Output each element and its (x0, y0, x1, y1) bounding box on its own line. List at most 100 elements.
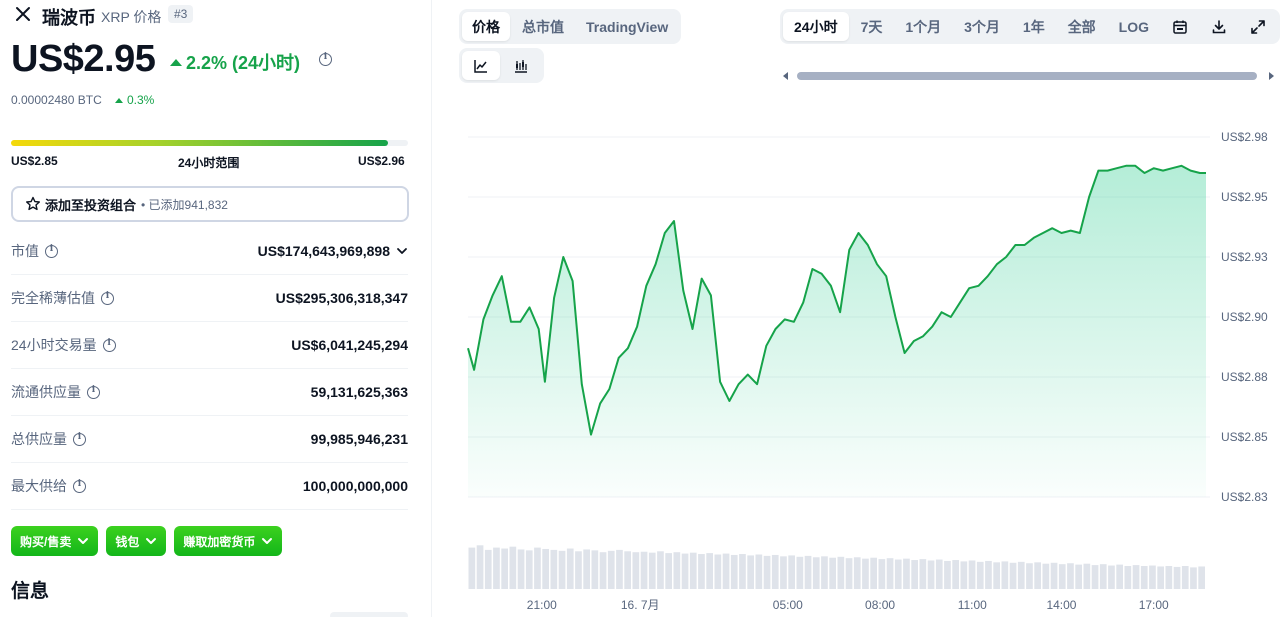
chart-type-toggle (459, 48, 544, 83)
volume-bar (985, 560, 992, 589)
close-icon[interactable] (14, 5, 32, 23)
stat-value: US$6,041,245,294 (291, 337, 408, 353)
y-axis-tick-label: US$2.98 (1221, 130, 1268, 144)
tab-market-cap[interactable]: 总市值 (522, 18, 564, 35)
range-label: 24小时范围 (178, 156, 240, 170)
x-axis-tick-label: 17:00 (1139, 598, 1169, 612)
volume-bar (1198, 566, 1205, 589)
info-icon[interactable] (102, 338, 116, 352)
wallet-label: 钱包 (115, 534, 140, 549)
chevron-down-icon (397, 248, 407, 254)
stat-row-total-supply: 总供应量 99,985,946,231 (11, 416, 408, 463)
volume-bar (771, 554, 779, 589)
volume-bar (821, 556, 828, 589)
price-change-text: 2.2% (24小时) (186, 53, 301, 73)
volume-bar (476, 545, 484, 589)
tab-tradingview[interactable]: TradingView (586, 18, 669, 35)
earn-crypto-button[interactable]: 赚取加密货币 (174, 526, 283, 556)
volume-bar (665, 553, 672, 589)
range-1m[interactable]: 1个月 (905, 18, 942, 35)
volume-bar (763, 555, 771, 589)
chart-range-scrollbar[interactable] (797, 72, 1257, 80)
volume-bar (1083, 563, 1091, 589)
price-line (467, 164, 1206, 436)
add-to-portfolio-button[interactable]: 添加至投资组合 • 已添加941,832 (11, 186, 409, 222)
tab-price[interactable]: 价格 (462, 12, 510, 41)
stats-list: 市值 US$174,643,969,898 完全稀薄估值 US$295,306,… (11, 228, 408, 510)
volume-bar (927, 560, 935, 589)
coin-name: 瑞波币 (42, 8, 96, 28)
volume-bar (534, 547, 541, 589)
info-icon[interactable] (87, 385, 100, 399)
volume-bar (853, 557, 861, 589)
scroll-right-arrow-icon[interactable] (1269, 72, 1274, 80)
stat-value: 99,985,946,231 (310, 431, 408, 447)
info-icon[interactable] (319, 52, 332, 66)
date-picker-button[interactable] (1161, 12, 1199, 41)
scroll-left-arrow-icon[interactable] (783, 72, 788, 80)
x-axis-tick-label: 05:00 (773, 598, 803, 612)
range-7d[interactable]: 7天 (860, 18, 883, 35)
range-24h[interactable]: 24小时 (783, 12, 849, 41)
line-chart-button[interactable] (462, 51, 500, 80)
btc-price-change: 0.3% (115, 93, 154, 107)
volume-bar (493, 547, 500, 589)
log-scale-toggle[interactable]: LOG (1118, 18, 1150, 35)
wallet-button[interactable]: 钱包 (106, 526, 167, 556)
volume-bar (804, 555, 812, 589)
x-axis-tick-label: 16. 7月 (621, 598, 660, 612)
x-axis-tick-label: 11:00 (958, 598, 987, 612)
download-button[interactable] (1200, 12, 1238, 41)
volume-bar (919, 559, 927, 589)
info-icon[interactable] (45, 244, 58, 258)
stat-value: US$295,306,318,347 (275, 290, 408, 306)
download-icon (1212, 19, 1226, 33)
volume-bar (1099, 564, 1107, 589)
y-axis-tick-label: US$2.90 (1221, 310, 1268, 324)
volume-bar (698, 554, 705, 589)
volume-bar (1140, 566, 1148, 589)
volume-bar (640, 551, 648, 589)
price-change-24h: 2.2% (24小时) (170, 49, 300, 75)
y-axis-tick-label: US$2.95 (1221, 190, 1268, 204)
range-all[interactable]: 全部 (1067, 18, 1096, 35)
volume-bar (755, 554, 763, 589)
info-icon[interactable] (73, 432, 86, 446)
coin-detail-panel: 瑞波币 XRP 价格 #3 US$2.95 2.2% (24小时) 0.0000… (0, 0, 432, 617)
market-cap-value-toggle[interactable]: US$174,643,969,898 (258, 243, 408, 259)
add-to-portfolio-label: 添加至投资组合 (45, 197, 137, 213)
info-section-control[interactable] (330, 612, 408, 617)
stat-row-max-supply: 最大供给 100,000,000,000 (11, 463, 408, 510)
volume-bar (673, 552, 681, 589)
btc-change-text: 0.3% (127, 93, 155, 107)
volume-bar (935, 559, 943, 589)
stat-row-circulating-supply: 流通供应量 59,131,625,363 (11, 369, 408, 416)
volume-bar (1124, 566, 1132, 589)
range-3m[interactable]: 3个月 (964, 18, 1000, 35)
portfolio-count: • 已添加941,832 (141, 197, 228, 212)
volume-bar (862, 558, 869, 589)
candlestick-icon (515, 59, 527, 73)
volume-bar (624, 551, 631, 589)
fullscreen-button[interactable] (1239, 12, 1277, 41)
volume-bar (1091, 565, 1099, 589)
info-icon[interactable] (101, 291, 114, 305)
info-icon[interactable] (73, 479, 86, 493)
buy-sell-button[interactable]: 购买/售卖 (11, 526, 99, 556)
volume-bar (845, 558, 853, 589)
x-axis-tick-label: 08:00 (865, 598, 895, 612)
line-chart-icon (474, 59, 487, 73)
y-axis-tick-label: US$2.93 (1221, 250, 1268, 264)
volume-bar (780, 556, 787, 589)
volume-bar (1108, 565, 1115, 589)
volume-bar (894, 559, 902, 589)
volume-bar (542, 548, 549, 589)
buy-sell-label: 购买/售卖 (20, 534, 72, 549)
volume-bar (632, 552, 640, 589)
price-chart: US$2.98 US$2.95 US$2.93 US$2.90 US$2.88 US$2.… (467, 130, 1268, 612)
candlestick-chart-button[interactable] (502, 51, 540, 80)
range-1y[interactable]: 1年 (1022, 18, 1045, 35)
volume-bar (1017, 561, 1025, 589)
stat-label: 总供应量 (11, 431, 67, 447)
volume-bar (648, 552, 656, 589)
